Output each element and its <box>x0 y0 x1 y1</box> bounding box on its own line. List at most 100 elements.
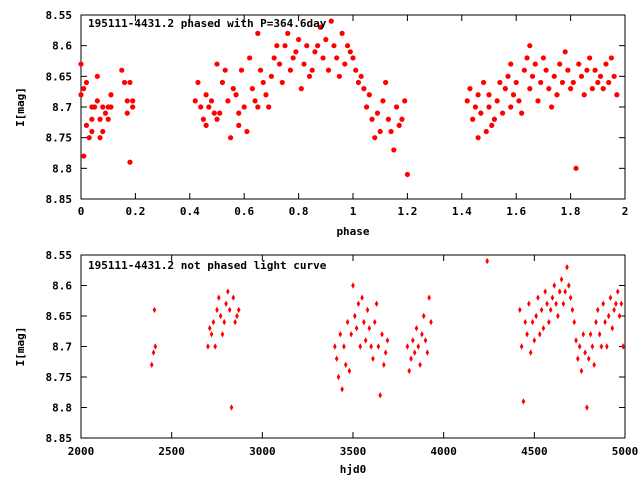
unphased-data-point <box>351 282 355 289</box>
phased-data-point <box>540 55 547 61</box>
unphased-data-point <box>585 404 589 411</box>
unphased-x-tick-label: 4500 <box>521 445 548 458</box>
phased-data-point <box>78 61 84 67</box>
unphased-data-point <box>554 300 558 307</box>
unphased-data-point <box>378 392 382 399</box>
unphased-data-point <box>333 343 337 350</box>
unphased-data-point <box>608 294 613 301</box>
unphased-data-point <box>353 312 357 320</box>
unphased-data-point <box>356 300 361 307</box>
phased-data-point <box>559 79 566 86</box>
unphased-x-tick-label: 5000 <box>612 445 639 458</box>
phased-data-point <box>315 43 321 49</box>
phased-data-point <box>470 116 476 122</box>
unphased-data-point <box>603 318 607 326</box>
phased-data-point <box>238 67 245 73</box>
unphased-data-point <box>423 337 428 344</box>
unphased-data-point <box>407 367 412 375</box>
phased-data-point <box>222 67 228 73</box>
phased-data-point <box>214 61 220 67</box>
phased-x-tick-label: 0.4 <box>180 205 200 218</box>
phased-data-point <box>228 135 234 141</box>
phased-data-point <box>124 110 130 116</box>
unphased-data-point <box>418 361 422 368</box>
phased-data-point <box>597 73 604 79</box>
phased-data-point <box>279 79 285 86</box>
unphased-data-point <box>429 318 433 326</box>
phased-data-point <box>535 98 541 104</box>
phased-data-point <box>600 86 606 92</box>
unphased-data-point <box>206 343 210 350</box>
unphased-data-point <box>592 361 596 368</box>
phased-data-point <box>263 92 269 98</box>
phased-data-point <box>236 122 242 128</box>
unphased-data-point <box>233 318 237 326</box>
phased-y-tick-label: 8.55 <box>46 9 73 22</box>
phased-data-point <box>344 43 351 49</box>
unphased-x-tick-label: 3500 <box>340 445 367 458</box>
unphased-data-point <box>605 343 609 350</box>
unphased-data-point <box>568 294 573 301</box>
phased-data-point <box>557 61 563 67</box>
unphased-data-point <box>588 331 593 338</box>
unphased-data-point <box>583 349 587 356</box>
phased-data-point <box>306 73 313 79</box>
unphased-data-point <box>218 312 223 320</box>
unphased-data-point <box>224 300 228 307</box>
unphased-data-point <box>548 306 553 314</box>
phased-data-point <box>121 79 128 86</box>
unphased-data-point <box>525 331 529 338</box>
unphased-data-point <box>541 325 546 332</box>
phased-data-point <box>393 104 400 110</box>
phased-panel-title: 195111-4431.2 phased with P=364.6day <box>88 17 327 30</box>
unphased-data-point <box>614 300 618 307</box>
phased-data-point <box>78 92 84 98</box>
unphased-data-point <box>211 318 216 326</box>
unphased-data-point <box>385 337 390 344</box>
phased-y-tick-label: 8.85 <box>46 193 73 206</box>
unphased-data-point <box>543 288 548 295</box>
unphased-data-point <box>594 318 598 326</box>
phased-data-point <box>519 110 525 116</box>
phased-data-point <box>388 128 394 135</box>
phased-data-point <box>249 86 255 92</box>
unphased-data-point <box>374 300 379 307</box>
phased-data-point <box>334 55 340 61</box>
phased-data-point <box>81 86 87 92</box>
phased-data-point <box>317 24 323 30</box>
unphased-data-point <box>539 306 544 314</box>
unphased-data-point <box>369 343 373 350</box>
phased-data-point <box>480 79 487 86</box>
unphased-data-point <box>213 343 217 350</box>
unphased-data-point <box>334 355 339 362</box>
unphased-data-point <box>599 343 604 350</box>
phased-data-point <box>516 98 522 104</box>
unphased-data-point <box>347 367 352 375</box>
phased-data-point <box>548 104 555 110</box>
phased-data-point <box>486 104 492 110</box>
phased-data-point <box>233 92 239 98</box>
unphased-data-point <box>217 294 221 301</box>
unphased-data-point <box>153 343 158 350</box>
unphased-y-tick-label: 8.7 <box>52 341 72 354</box>
phased-data-point <box>505 73 511 79</box>
unphased-x-axis-label: hjd0 <box>340 463 367 476</box>
phased-data-point <box>219 79 226 86</box>
unphased-data-point <box>537 331 542 338</box>
unphased-data-point <box>425 349 430 356</box>
phased-x-tick-label: 0 <box>78 205 85 218</box>
unphased-data-point <box>619 300 624 307</box>
phased-y-tick-label: 8.6 <box>52 40 72 53</box>
phased-data-point <box>94 98 100 104</box>
phased-data-point <box>274 43 280 49</box>
phased-data-point <box>94 73 100 79</box>
unphased-data-point <box>365 306 370 314</box>
phased-data-point <box>611 73 617 79</box>
phased-data-point <box>127 159 133 165</box>
phased-data-point <box>568 86 574 92</box>
phased-data-point <box>372 135 378 141</box>
phased-x-tick-label: 1.6 <box>506 205 526 218</box>
unphased-x-tick-label: 4000 <box>430 445 457 458</box>
unphased-data-point <box>235 312 239 320</box>
unphased-data-point <box>371 355 375 362</box>
